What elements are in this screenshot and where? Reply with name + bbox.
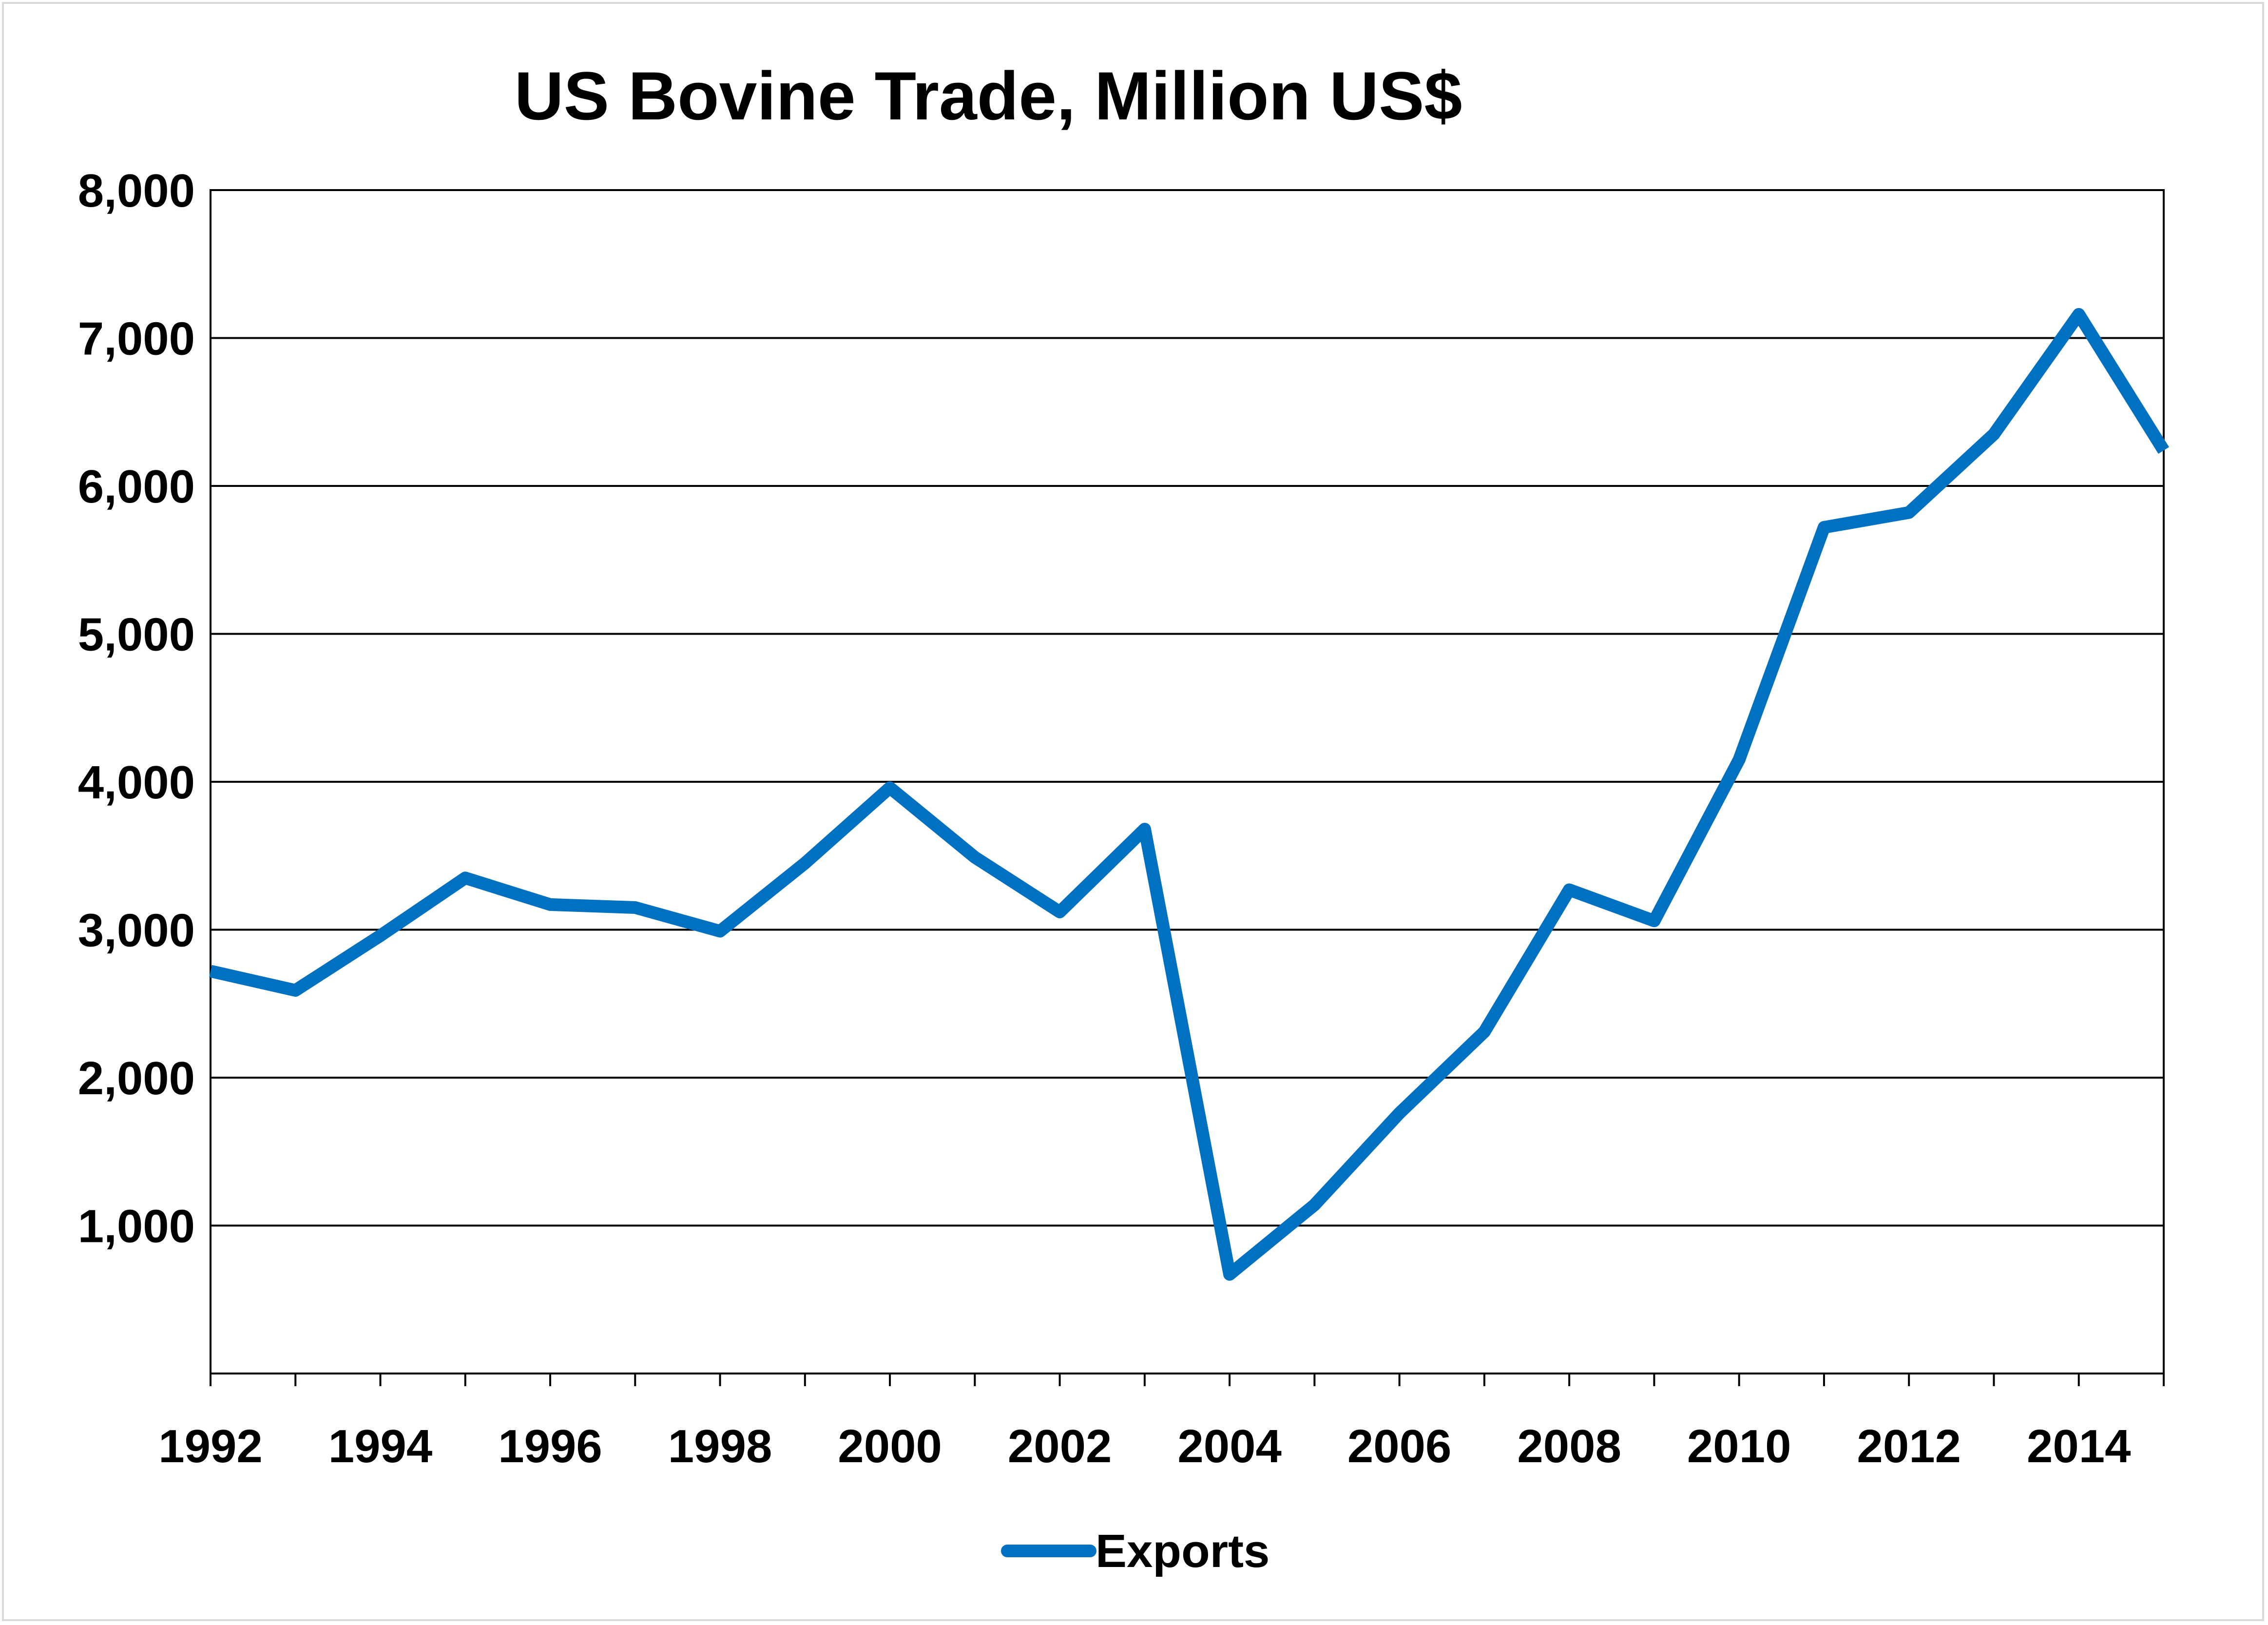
data-point-1992	[208, 968, 213, 974]
data-point-1993	[292, 987, 298, 993]
data-point-2005	[1311, 1202, 1317, 1208]
data-point-2011	[1821, 524, 1827, 530]
x-axis-ticks	[210, 1374, 2165, 1386]
data-point-2014	[2076, 311, 2082, 317]
x-tick-label: 2014	[2027, 1420, 2131, 1472]
x-tick-label: 2004	[1177, 1420, 1282, 1472]
y-tick-label: 3,000	[78, 905, 195, 957]
x-tick-label: 1992	[158, 1420, 263, 1472]
data-point-1998	[717, 929, 723, 934]
data-point-2012	[1906, 510, 1912, 516]
x-tick-label: 2000	[838, 1420, 942, 1472]
data-point-2003	[1142, 826, 1148, 832]
gridlines	[211, 189, 2164, 1227]
x-tick-label: 1998	[668, 1420, 772, 1472]
data-point-1995	[462, 875, 468, 881]
data-point-2001	[972, 854, 978, 860]
y-tick-label: 1,000	[78, 1200, 195, 1253]
data-point-2007	[1481, 1029, 1487, 1035]
legend-label-exports: Exports	[1096, 1525, 1269, 1577]
y-tick-label: 7,000	[78, 313, 195, 365]
plot-area	[210, 189, 2165, 1374]
data-point-2008	[1566, 887, 1572, 893]
data-point-2013	[1991, 431, 1997, 437]
series-layer	[208, 308, 2170, 1281]
y-tick-label: 2,000	[78, 1052, 195, 1104]
y-axis-tick-labels: 1,000 2,000 3,000 4,000 5,000 6,000 7,000 8,000	[78, 165, 195, 1253]
y-tick-label: 6,000	[78, 461, 195, 513]
x-tick-label: 2012	[1857, 1420, 1961, 1472]
series-line-exports	[209, 308, 2170, 1281]
data-point-2004	[1227, 1272, 1232, 1277]
x-tick-label: 2010	[1687, 1420, 1791, 1472]
data-point-1994	[378, 933, 384, 939]
data-point-1996	[547, 902, 553, 908]
data-point-2006	[1397, 1110, 1403, 1116]
y-tick-label: 5,000	[78, 609, 195, 661]
y-tick-label: 8,000	[78, 165, 195, 217]
data-point-2010	[1736, 756, 1742, 762]
x-tick-label: 1996	[498, 1420, 602, 1472]
x-tick-label: 1994	[328, 1420, 433, 1472]
x-tick-label: 2002	[1008, 1420, 1112, 1472]
data-point-2009	[1651, 918, 1657, 924]
x-tick-label: 2006	[1347, 1420, 1452, 1472]
data-point-2015	[2161, 447, 2167, 453]
x-axis-tick-labels: 1992 1994 1996 1998 2000 2002 2004 2006 2008 2010…	[158, 1420, 2131, 1472]
x-tick-label: 2008	[1517, 1420, 1621, 1472]
y-tick-label: 4,000	[78, 756, 195, 809]
legend: Exports	[1001, 1525, 1269, 1577]
chart-title: US Bovine Trade, Million US$	[515, 58, 1462, 134]
data-point-2000	[887, 785, 893, 791]
data-point-2002	[1057, 909, 1063, 915]
data-point-1999	[802, 860, 808, 866]
data-point-1997	[632, 905, 638, 910]
